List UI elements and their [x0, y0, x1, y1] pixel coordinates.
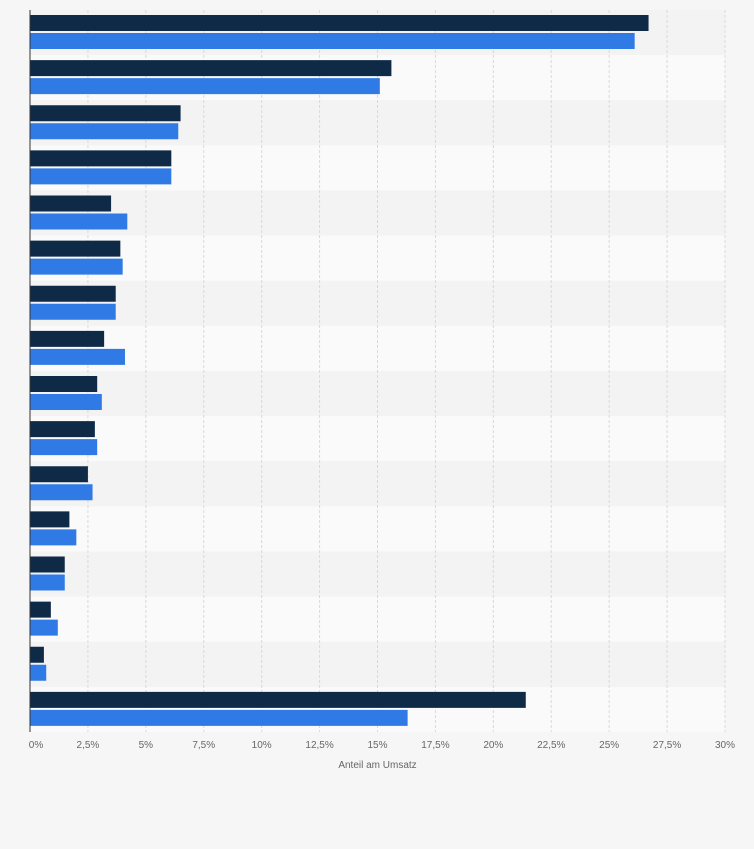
bar — [30, 646, 44, 663]
bar — [30, 421, 95, 438]
bar — [30, 394, 102, 410]
bar — [30, 376, 98, 392]
bar — [30, 285, 116, 302]
x-tick-label: 2,5% — [77, 740, 100, 751]
bar — [30, 619, 58, 636]
bar — [30, 258, 123, 275]
bar — [30, 574, 65, 591]
x-tick-label: 12,5% — [305, 740, 333, 751]
row-band — [30, 371, 725, 417]
x-tick-label: 20% — [483, 740, 503, 751]
x-tick-label: 15% — [367, 740, 387, 751]
row-band — [30, 506, 725, 552]
bar — [30, 330, 105, 347]
bar — [30, 439, 98, 456]
bar — [30, 556, 65, 573]
row-band — [30, 280, 725, 326]
x-tick-label: 30% — [715, 740, 735, 751]
row-band — [30, 235, 725, 281]
bar — [30, 240, 121, 257]
bar — [30, 691, 526, 708]
bars — [30, 15, 649, 726]
x-tick-label: 5% — [139, 740, 154, 751]
gridlines — [87, 10, 726, 732]
bar — [30, 15, 649, 31]
bar — [30, 511, 70, 528]
bar — [30, 484, 93, 501]
bar — [30, 303, 116, 320]
x-tick-label: 7,5% — [192, 740, 215, 751]
bar — [30, 168, 172, 185]
x-tick-label: 0% — [29, 740, 44, 751]
x-tick-label: 27,5% — [653, 740, 681, 751]
bar — [30, 529, 77, 546]
bar — [30, 664, 47, 681]
x-tick-labels: 0% 2,5% 5% 7,5% 10% 12,5% 15% 17,5% 20% 22,5% 25% 2… — [29, 740, 735, 751]
bar — [30, 213, 128, 230]
x-axis-title: Anteil am Umsatz — [338, 760, 416, 771]
x-tick-label: 22,5% — [537, 740, 565, 751]
bar — [30, 195, 112, 212]
row-band — [30, 461, 725, 507]
row-band — [30, 641, 725, 687]
bar — [30, 709, 408, 726]
row-band — [30, 416, 725, 462]
row-band — [30, 596, 725, 642]
bar — [30, 78, 380, 95]
x-tick-label: 10% — [252, 740, 272, 751]
row-band — [30, 325, 725, 371]
bar — [30, 150, 172, 167]
x-tick-label: 25% — [599, 740, 619, 751]
bar — [30, 466, 88, 483]
bar — [30, 348, 125, 365]
row-band — [30, 190, 725, 236]
x-tick-label: 17,5% — [421, 740, 449, 751]
bar — [30, 33, 635, 49]
bar — [30, 105, 181, 122]
bar — [30, 601, 51, 618]
row-band — [30, 551, 725, 597]
bar — [30, 60, 392, 77]
bar — [30, 123, 179, 140]
